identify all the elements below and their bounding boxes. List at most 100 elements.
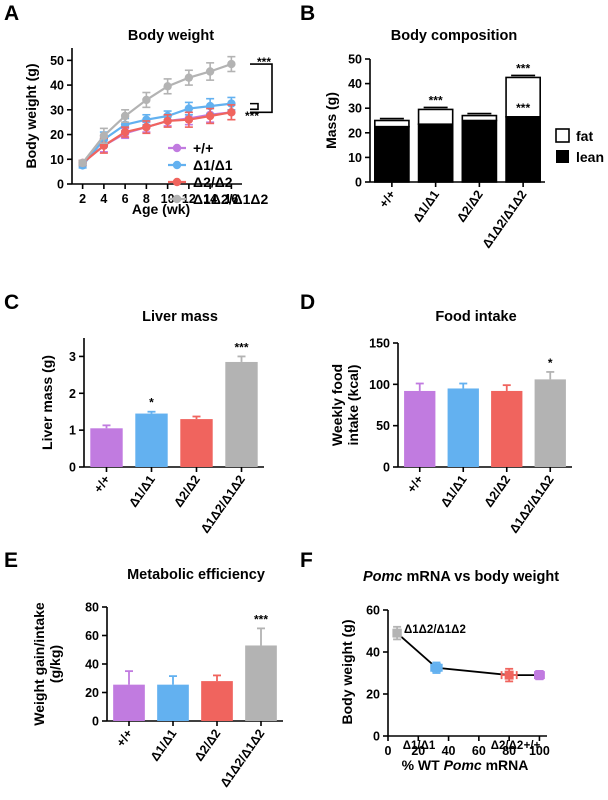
data-point [504,670,514,680]
y-tick-label: 150 [369,337,390,351]
x-tick-label: Δ1Δ2/Δ1Δ2 [198,473,248,536]
bar-fat [461,114,498,122]
significance-bracket [250,63,273,114]
panel-label-D: D [300,291,315,314]
x-tick-label: 100 [529,744,550,758]
x-tick-label: Δ2/Δ2 [481,473,513,510]
significance-bracket [250,102,259,111]
x-tick-label: 14 [203,192,217,206]
bar [180,419,213,467]
x-tick-label: +/+ [404,473,426,496]
y-tick-label: 20 [50,128,64,142]
bar-fat [374,119,410,128]
y-axis-title: Mass (g) [323,92,339,149]
y-tick-label: 40 [366,646,380,660]
y-tick-label: 0 [69,461,76,475]
y-tick-label: 0 [383,461,390,475]
legend: fat lean [555,128,604,165]
bar-fat [505,76,541,118]
y-tick-label: 0 [373,730,380,744]
y-axis-title: Body weight (g) [23,64,39,169]
data-point [205,111,215,121]
panel-label-A: A [4,2,19,25]
x-tick-label: +/+ [91,473,113,496]
legend-label: Δ1/Δ1 [193,157,233,173]
x-tick-label: Δ1Δ2/Δ1Δ2 [480,188,530,251]
y-tick-label: 0 [92,715,99,729]
chart-title: Body weight [128,28,214,44]
chart-title: Liver mass [142,309,218,325]
significance-label: *** [245,109,259,123]
x-tick-label: 60 [472,744,486,758]
y-tick-label: 0 [355,176,362,190]
x-tick-label: 12 [182,192,196,206]
legend-label: +/+ [193,140,213,156]
y-axis-title: Liver mass (g) [39,355,55,450]
x-tick-label: Δ1Δ2/Δ1Δ2 [217,727,267,790]
data-point [205,67,215,76]
data-point [120,111,130,121]
data-point [227,108,236,117]
bar [491,390,523,467]
data-point [184,104,194,113]
panel-label-B: B [300,2,315,25]
x-tick-label: 40 [442,744,456,758]
chart-body-composition: Body composition 0 10 20 30 40 50 Mass (g) +/+ Δ1… [323,28,604,251]
significance-label: *** [234,340,248,354]
data-point [431,663,441,673]
data-point [163,116,172,126]
y-tick-label: 40 [50,79,64,93]
data-point [78,158,87,168]
data-point [534,670,544,680]
legend-marker [172,177,182,187]
point-label: Δ1Δ2/Δ1Δ2 [404,624,466,636]
data-point [142,122,151,132]
y-axis-title: Body weight (g) [339,620,355,725]
y-tick-label: 30 [348,102,362,116]
y-tick-label: 10 [348,151,362,165]
data-point [142,115,151,124]
x-tick-label: Δ2/Δ2 [171,473,203,510]
y-tick-label: 60 [85,629,99,643]
x-tick-label: 8 [143,192,150,206]
connecting-line [396,632,540,676]
chart-title: Body composition [391,28,517,44]
x-axis-title: % WT Pomc mRNA [402,757,529,773]
bar [157,684,189,721]
data-point [184,73,194,82]
legend-marker [172,143,182,153]
chart-title: Metabolic efficiency [127,567,265,583]
significance-label: *** [516,101,530,115]
bar-fat [417,108,454,125]
y-axis-title: Weekly foodintake (kcal) [329,364,361,446]
bar-lean [505,116,541,183]
chart-food-intake: Food intake 0 50 100 150 Weekly foodintake (k… [329,309,572,536]
chart-metabolic-efficiency: Metabolic efficiency 0 20 40 60 80 Weight gain… [31,567,283,790]
y-tick-label: 20 [348,126,362,140]
bar [447,388,479,467]
y-tick-label: 1 [69,424,76,438]
bar [113,684,145,721]
y-tick-label: 80 [85,601,99,615]
x-tick-label: 0 [385,744,392,758]
bar [225,361,258,467]
x-axis-title: Age (wk) [132,201,190,217]
x-tick-label: 10 [161,192,175,206]
panel-label-F: F [300,549,313,572]
bar-lean [461,119,498,183]
legend-label: lean [576,149,604,165]
x-tick-label: 20 [411,744,425,758]
y-tick-label: 50 [50,54,64,68]
x-tick-label: 4 [100,192,107,206]
significance-label: * [149,396,154,410]
chart-liver-mass: Liver mass 0 1 2 3 Liver mass (g) +/+ Δ1/Δ1 * Δ2/… [39,309,264,536]
y-tick-label: 2 [69,387,76,401]
y-tick-label: 40 [348,77,362,91]
significance-label: *** [429,93,443,107]
significance-label: *** [254,612,268,626]
y-tick-label: 10 [50,153,64,167]
x-tick-label: Δ1/Δ1 [410,188,442,225]
bar-lean [374,125,410,183]
